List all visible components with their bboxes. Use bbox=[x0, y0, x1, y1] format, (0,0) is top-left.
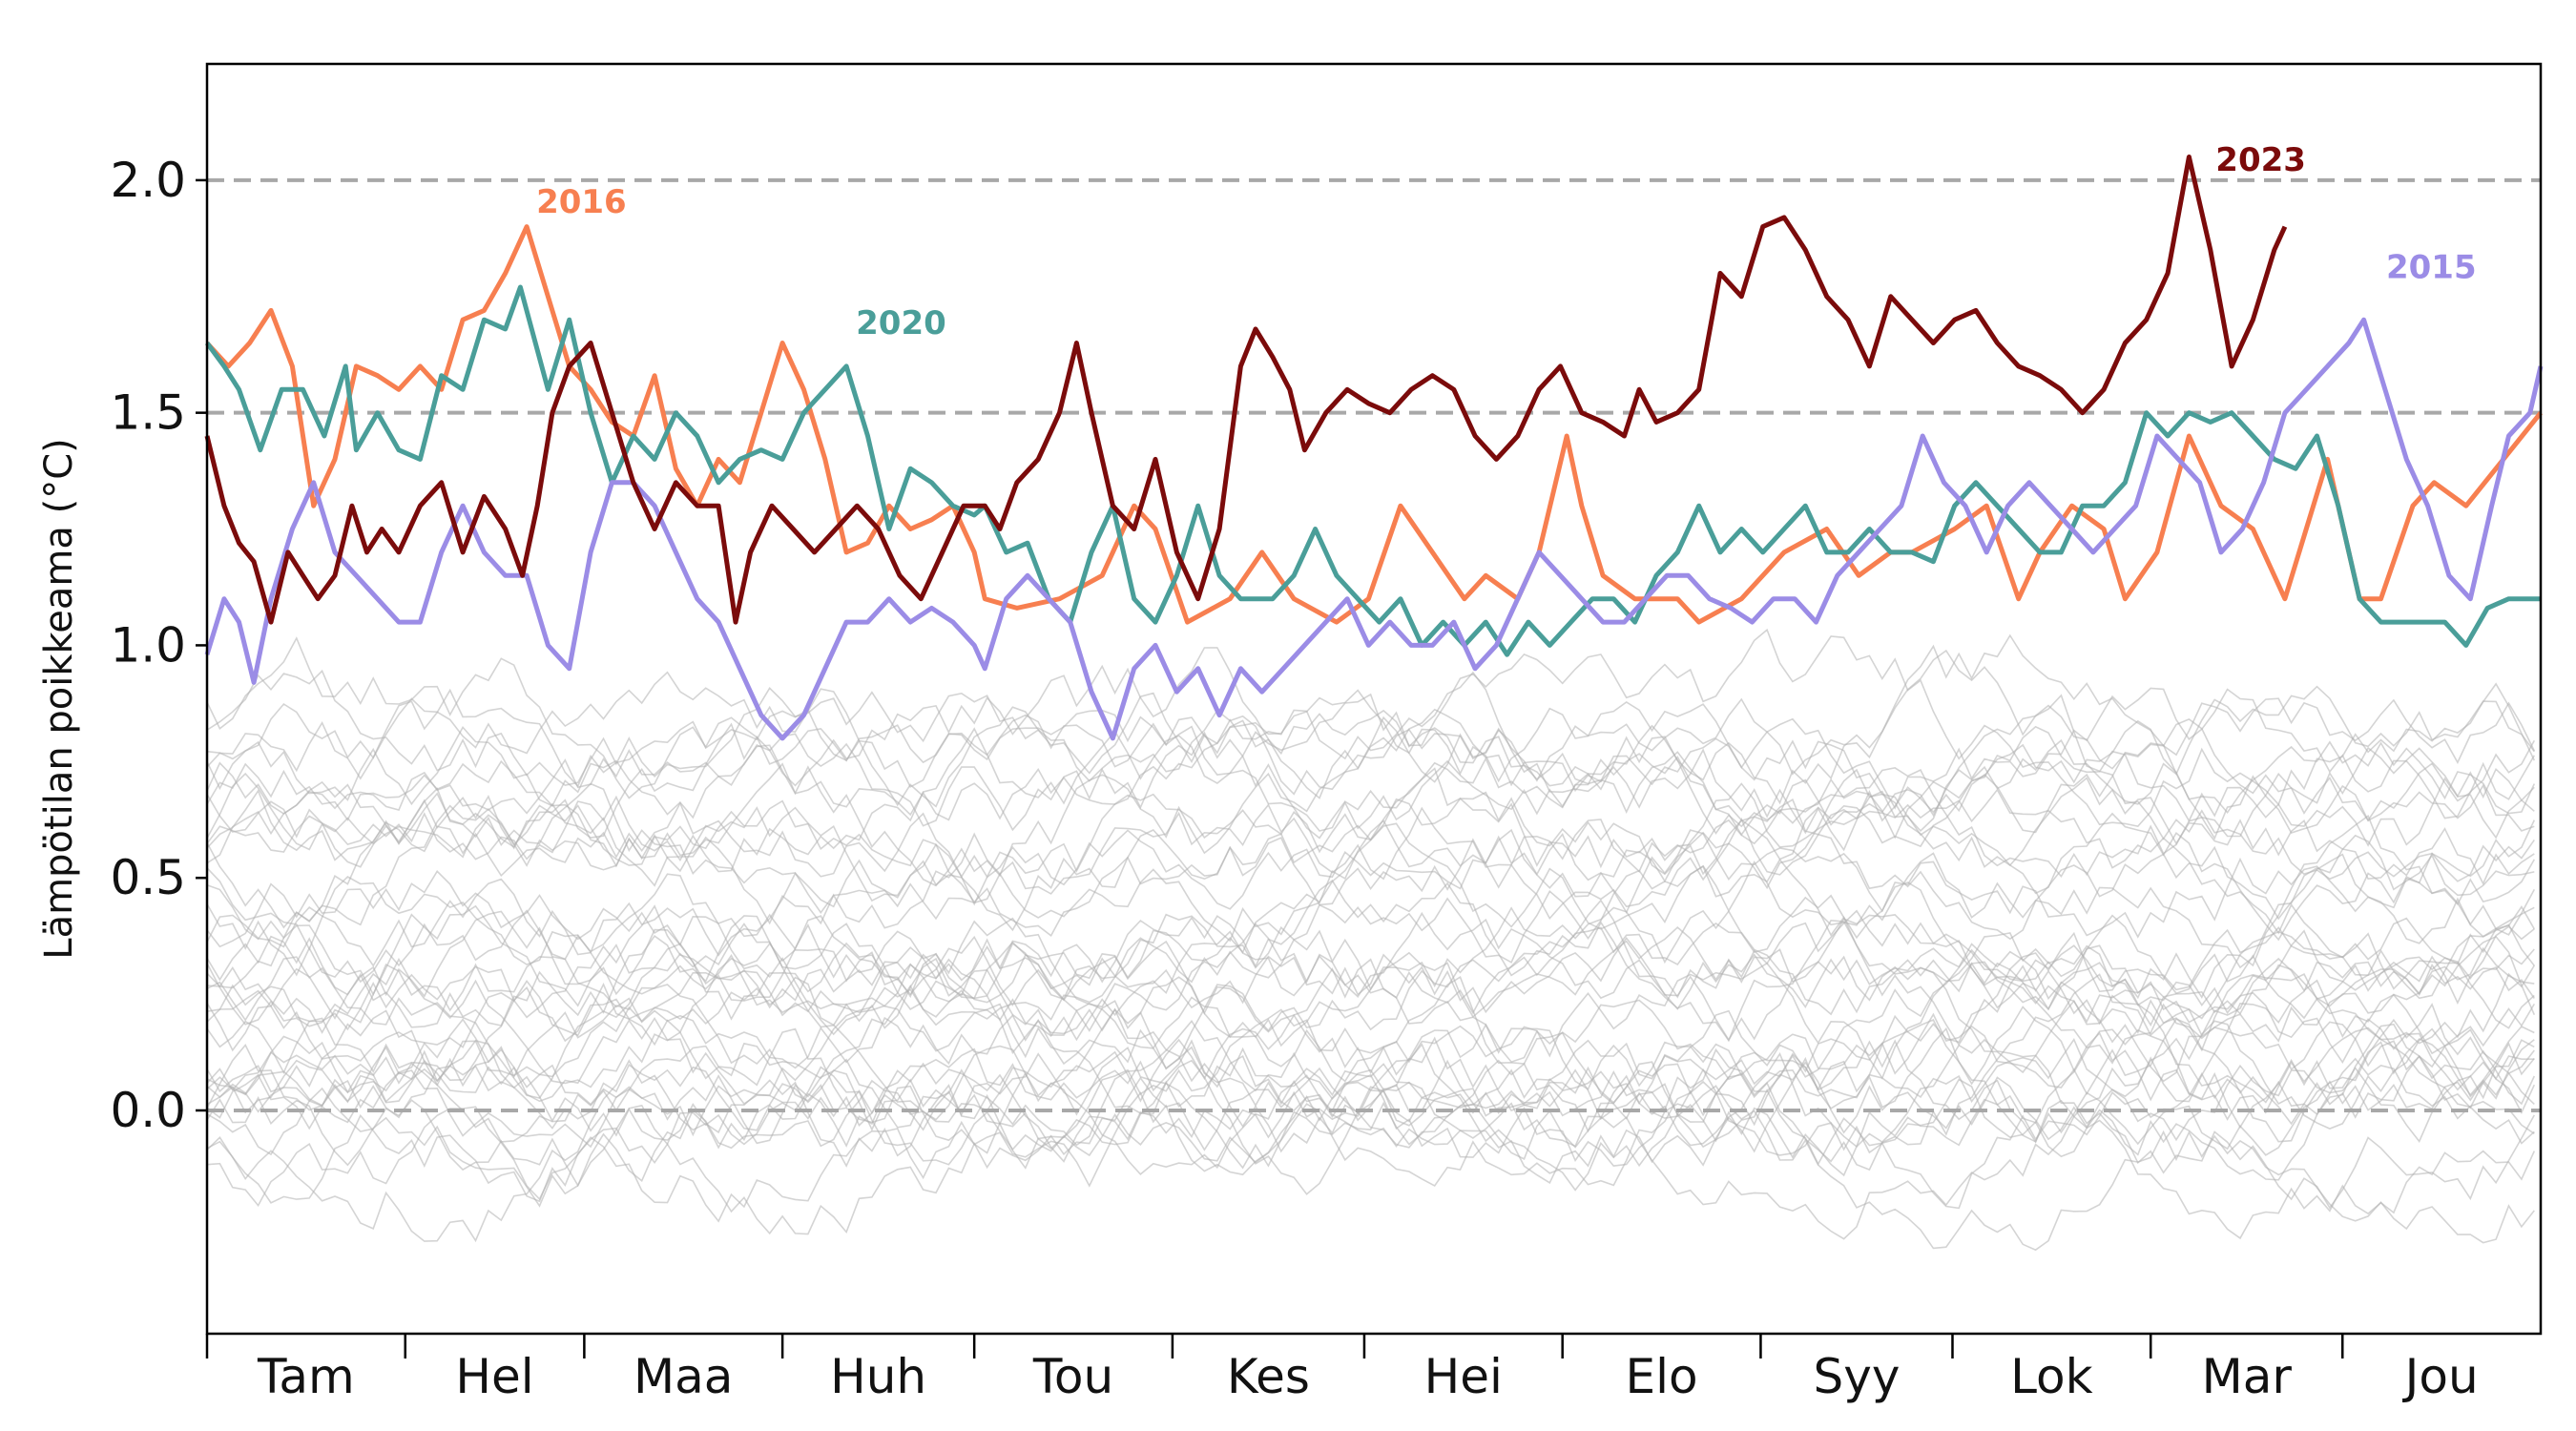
background-series-line bbox=[206, 767, 2535, 929]
series-group bbox=[204, 155, 2544, 741]
background-series-line bbox=[206, 814, 2535, 1036]
series-line-2015 bbox=[204, 317, 2544, 741]
background-series-line bbox=[206, 973, 2535, 1172]
x-tick-label: Tou bbox=[1032, 1349, 1113, 1404]
background-series-group bbox=[206, 628, 2536, 1252]
background-series-line bbox=[206, 782, 2535, 965]
x-tick-label: Tam bbox=[257, 1349, 355, 1404]
series-line-2016 bbox=[205, 224, 2543, 625]
x-tick-label: Lok bbox=[2010, 1349, 2093, 1404]
background-series-line bbox=[206, 694, 2536, 881]
background-series-line bbox=[206, 904, 2535, 1099]
y-tick-label: 0.0 bbox=[110, 1083, 186, 1138]
x-axis: Tam Hel Maa Huh Tou Kes Hei Elo Syy Lok Mar Jou bbox=[205, 1334, 2479, 1404]
background-series-line bbox=[206, 685, 2535, 833]
x-tick-label: Syy bbox=[1813, 1349, 1900, 1404]
x-tick-label: Kes bbox=[1227, 1349, 1310, 1404]
x-tick-label: Mar bbox=[2202, 1349, 2293, 1404]
background-series-line bbox=[206, 767, 2535, 965]
background-series-line bbox=[206, 931, 2535, 1105]
background-series-line bbox=[206, 976, 2535, 1177]
x-tick-label: Hei bbox=[1424, 1349, 1503, 1404]
background-series-line bbox=[206, 914, 2535, 1089]
series-label-2020: 2020 bbox=[856, 304, 946, 342]
x-tick-label: Hel bbox=[455, 1349, 533, 1404]
background-series-line bbox=[206, 1073, 2535, 1252]
background-series-line bbox=[206, 1067, 2536, 1240]
background-series-line bbox=[206, 693, 2535, 873]
background-series-line bbox=[206, 649, 2535, 808]
y-axis: 0.0 0.5 1.0 1.5 2.0 bbox=[110, 153, 207, 1138]
background-series-line bbox=[206, 671, 2536, 821]
series-labels-group: 2016 2020 2015 2023 bbox=[536, 141, 2477, 342]
background-series-line bbox=[206, 911, 2535, 1099]
x-tick-label: Huh bbox=[830, 1349, 926, 1404]
series-line-2023 bbox=[204, 155, 2288, 625]
background-series-line bbox=[206, 633, 2536, 805]
series-label-2023: 2023 bbox=[2215, 141, 2306, 179]
y-tick-label: 1.0 bbox=[110, 617, 186, 673]
series-line-2020 bbox=[204, 284, 2541, 657]
x-tick-label: Jou bbox=[2402, 1349, 2479, 1404]
y-tick-label: 0.5 bbox=[110, 850, 186, 905]
background-series-line bbox=[206, 628, 2536, 827]
reference-lines-group bbox=[207, 177, 2541, 1112]
series-label-2016: 2016 bbox=[536, 183, 627, 221]
plot-frame bbox=[205, 62, 2543, 1336]
background-series-line bbox=[206, 1038, 2535, 1243]
y-axis-title: Lämpötilan poikkeama (°C) bbox=[37, 438, 81, 959]
x-tick-label: Elo bbox=[1626, 1349, 1698, 1404]
x-tick-label: Maa bbox=[634, 1349, 733, 1404]
background-series-line bbox=[206, 948, 2535, 1122]
background-series-line bbox=[206, 801, 2536, 941]
background-series-line bbox=[206, 986, 2535, 1192]
background-series-line bbox=[206, 917, 2535, 1065]
background-series-line bbox=[206, 768, 2535, 943]
y-tick-label: 1.5 bbox=[110, 385, 186, 441]
background-series-line bbox=[206, 719, 2535, 861]
series-label-2015: 2015 bbox=[2386, 248, 2477, 286]
y-tick-label: 2.0 bbox=[110, 153, 186, 208]
background-series-line bbox=[206, 708, 2536, 887]
background-series-line bbox=[206, 879, 2535, 1083]
background-series-line bbox=[206, 1012, 2535, 1188]
